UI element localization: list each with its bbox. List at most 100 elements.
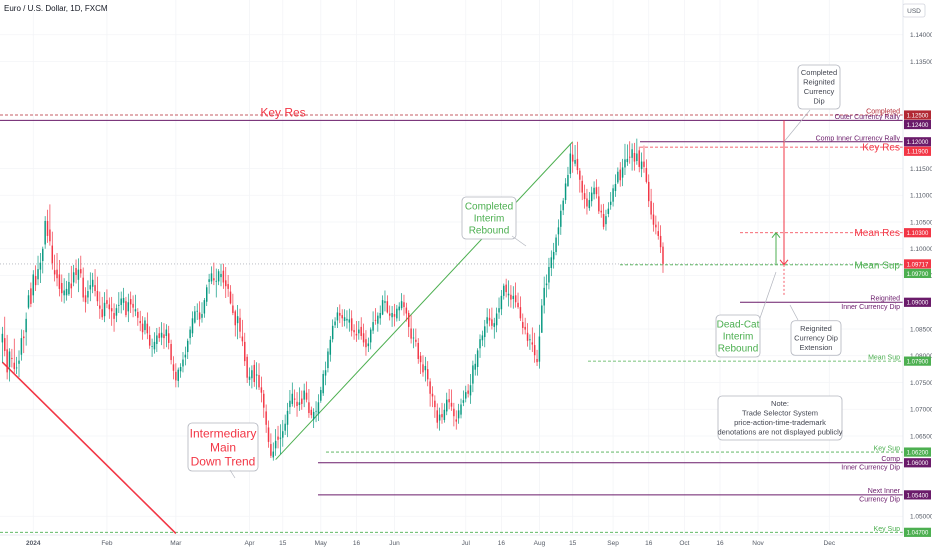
candle-body: [484, 326, 486, 338]
candle-body: [562, 200, 564, 211]
completed-interim-rebound-line: Completed: [465, 202, 513, 213]
candle-body: [564, 183, 567, 201]
dead-cat-rebound-line: Dead-Cat: [717, 320, 760, 331]
dead-cat-rebound-line: Rebound: [718, 344, 759, 355]
candle-body: [18, 360, 20, 364]
level-label: Reignited: [870, 295, 900, 302]
candle-body: [291, 393, 294, 404]
candle-body: [486, 317, 488, 324]
candles: [1, 138, 664, 461]
candle-body: [91, 279, 94, 287]
candle-body: [545, 283, 548, 286]
candle-body: [46, 220, 49, 236]
candle-body: [1, 333, 4, 343]
candle-body: [42, 248, 44, 262]
completed-interim-rebound-line: Rebound: [469, 226, 510, 237]
candle-body: [412, 337, 415, 339]
candle-body: [469, 385, 472, 396]
x-tick-label: Jul: [462, 540, 471, 547]
candle-body: [234, 311, 236, 326]
candle-body: [574, 159, 576, 164]
candle-body: [650, 201, 652, 215]
candle-body: [156, 335, 158, 345]
reignited-extension-line: Reignited: [800, 324, 832, 333]
candle-body: [110, 308, 113, 312]
candle-body: [336, 312, 339, 321]
candle-body: [493, 323, 496, 327]
candle-body: [279, 437, 282, 439]
candle-body: [419, 355, 422, 363]
y-tick-label: 1.10500: [910, 219, 932, 226]
price-label-text: 1.12500: [907, 113, 929, 119]
candle-body: [410, 328, 412, 339]
x-tick-label: Jun: [389, 540, 400, 547]
candle-body: [282, 431, 284, 438]
x-tick-label: Mar: [170, 540, 182, 547]
candle-body: [619, 169, 621, 181]
candle-body: [362, 333, 365, 343]
candle-body: [125, 301, 127, 316]
candle-body: [640, 161, 643, 170]
candle-body: [137, 311, 139, 318]
candle-body: [96, 291, 99, 302]
candle-body: [144, 320, 146, 331]
candle-body: [186, 340, 189, 353]
candle-body: [172, 364, 175, 371]
price-label-text: 1.11900: [907, 150, 929, 156]
candle-body: [324, 370, 327, 376]
key-res-left-label: Key Res: [260, 106, 305, 120]
candle-body: [244, 341, 246, 362]
y-tick-label: 1.14000: [910, 32, 932, 39]
candle-body: [51, 245, 54, 264]
price-label-text: 1.09000: [907, 301, 929, 307]
candle-body: [638, 150, 640, 167]
candle-body: [384, 301, 386, 303]
candle-body: [560, 210, 562, 227]
candle-body: [598, 196, 600, 212]
x-tick-label: Aug: [534, 540, 546, 547]
price-label-box: [904, 490, 931, 500]
candle-body: [579, 170, 581, 180]
y-tick-label: 1.08500: [910, 326, 932, 333]
level-label: Completed: [866, 109, 900, 116]
candle-body: [462, 400, 465, 403]
candle-body: [415, 339, 417, 342]
candle-body: [30, 288, 32, 304]
x-tick-label: 15: [279, 540, 287, 547]
candle-body: [624, 159, 626, 168]
candle-body: [127, 302, 130, 312]
candle-body: [643, 161, 645, 167]
level-label: Mean Sup: [868, 355, 900, 362]
candle-body: [431, 393, 434, 397]
candle-body: [417, 342, 419, 359]
candle-body: [476, 350, 479, 368]
candle-body: [277, 436, 279, 440]
price-label-box: [904, 268, 931, 279]
candle-body: [103, 302, 106, 317]
candle-body: [270, 444, 272, 456]
candle-body: [182, 359, 184, 367]
candle-body: [533, 345, 536, 356]
candle-body: [341, 315, 343, 319]
intermediary-main-downtrend-box: [187, 422, 259, 472]
candle-body: [317, 402, 320, 415]
candle-body: [163, 334, 165, 339]
candle-body: [213, 278, 215, 281]
candle-body: [236, 316, 239, 324]
candle-body: [443, 409, 446, 420]
candle-body: [158, 333, 160, 339]
candle-body: [453, 408, 455, 417]
candle-body: [595, 187, 598, 195]
note-box: [717, 395, 843, 441]
candle-body: [514, 295, 517, 303]
callout-pointer: [789, 304, 799, 321]
candle-body: [567, 174, 569, 187]
candle-body: [605, 216, 607, 225]
candle-body: [179, 367, 182, 372]
candle-body: [286, 410, 289, 425]
candle-body: [455, 419, 457, 422]
candle-body: [429, 381, 431, 394]
candle-body: [481, 335, 484, 341]
currency-button[interactable]: USD: [902, 3, 926, 18]
